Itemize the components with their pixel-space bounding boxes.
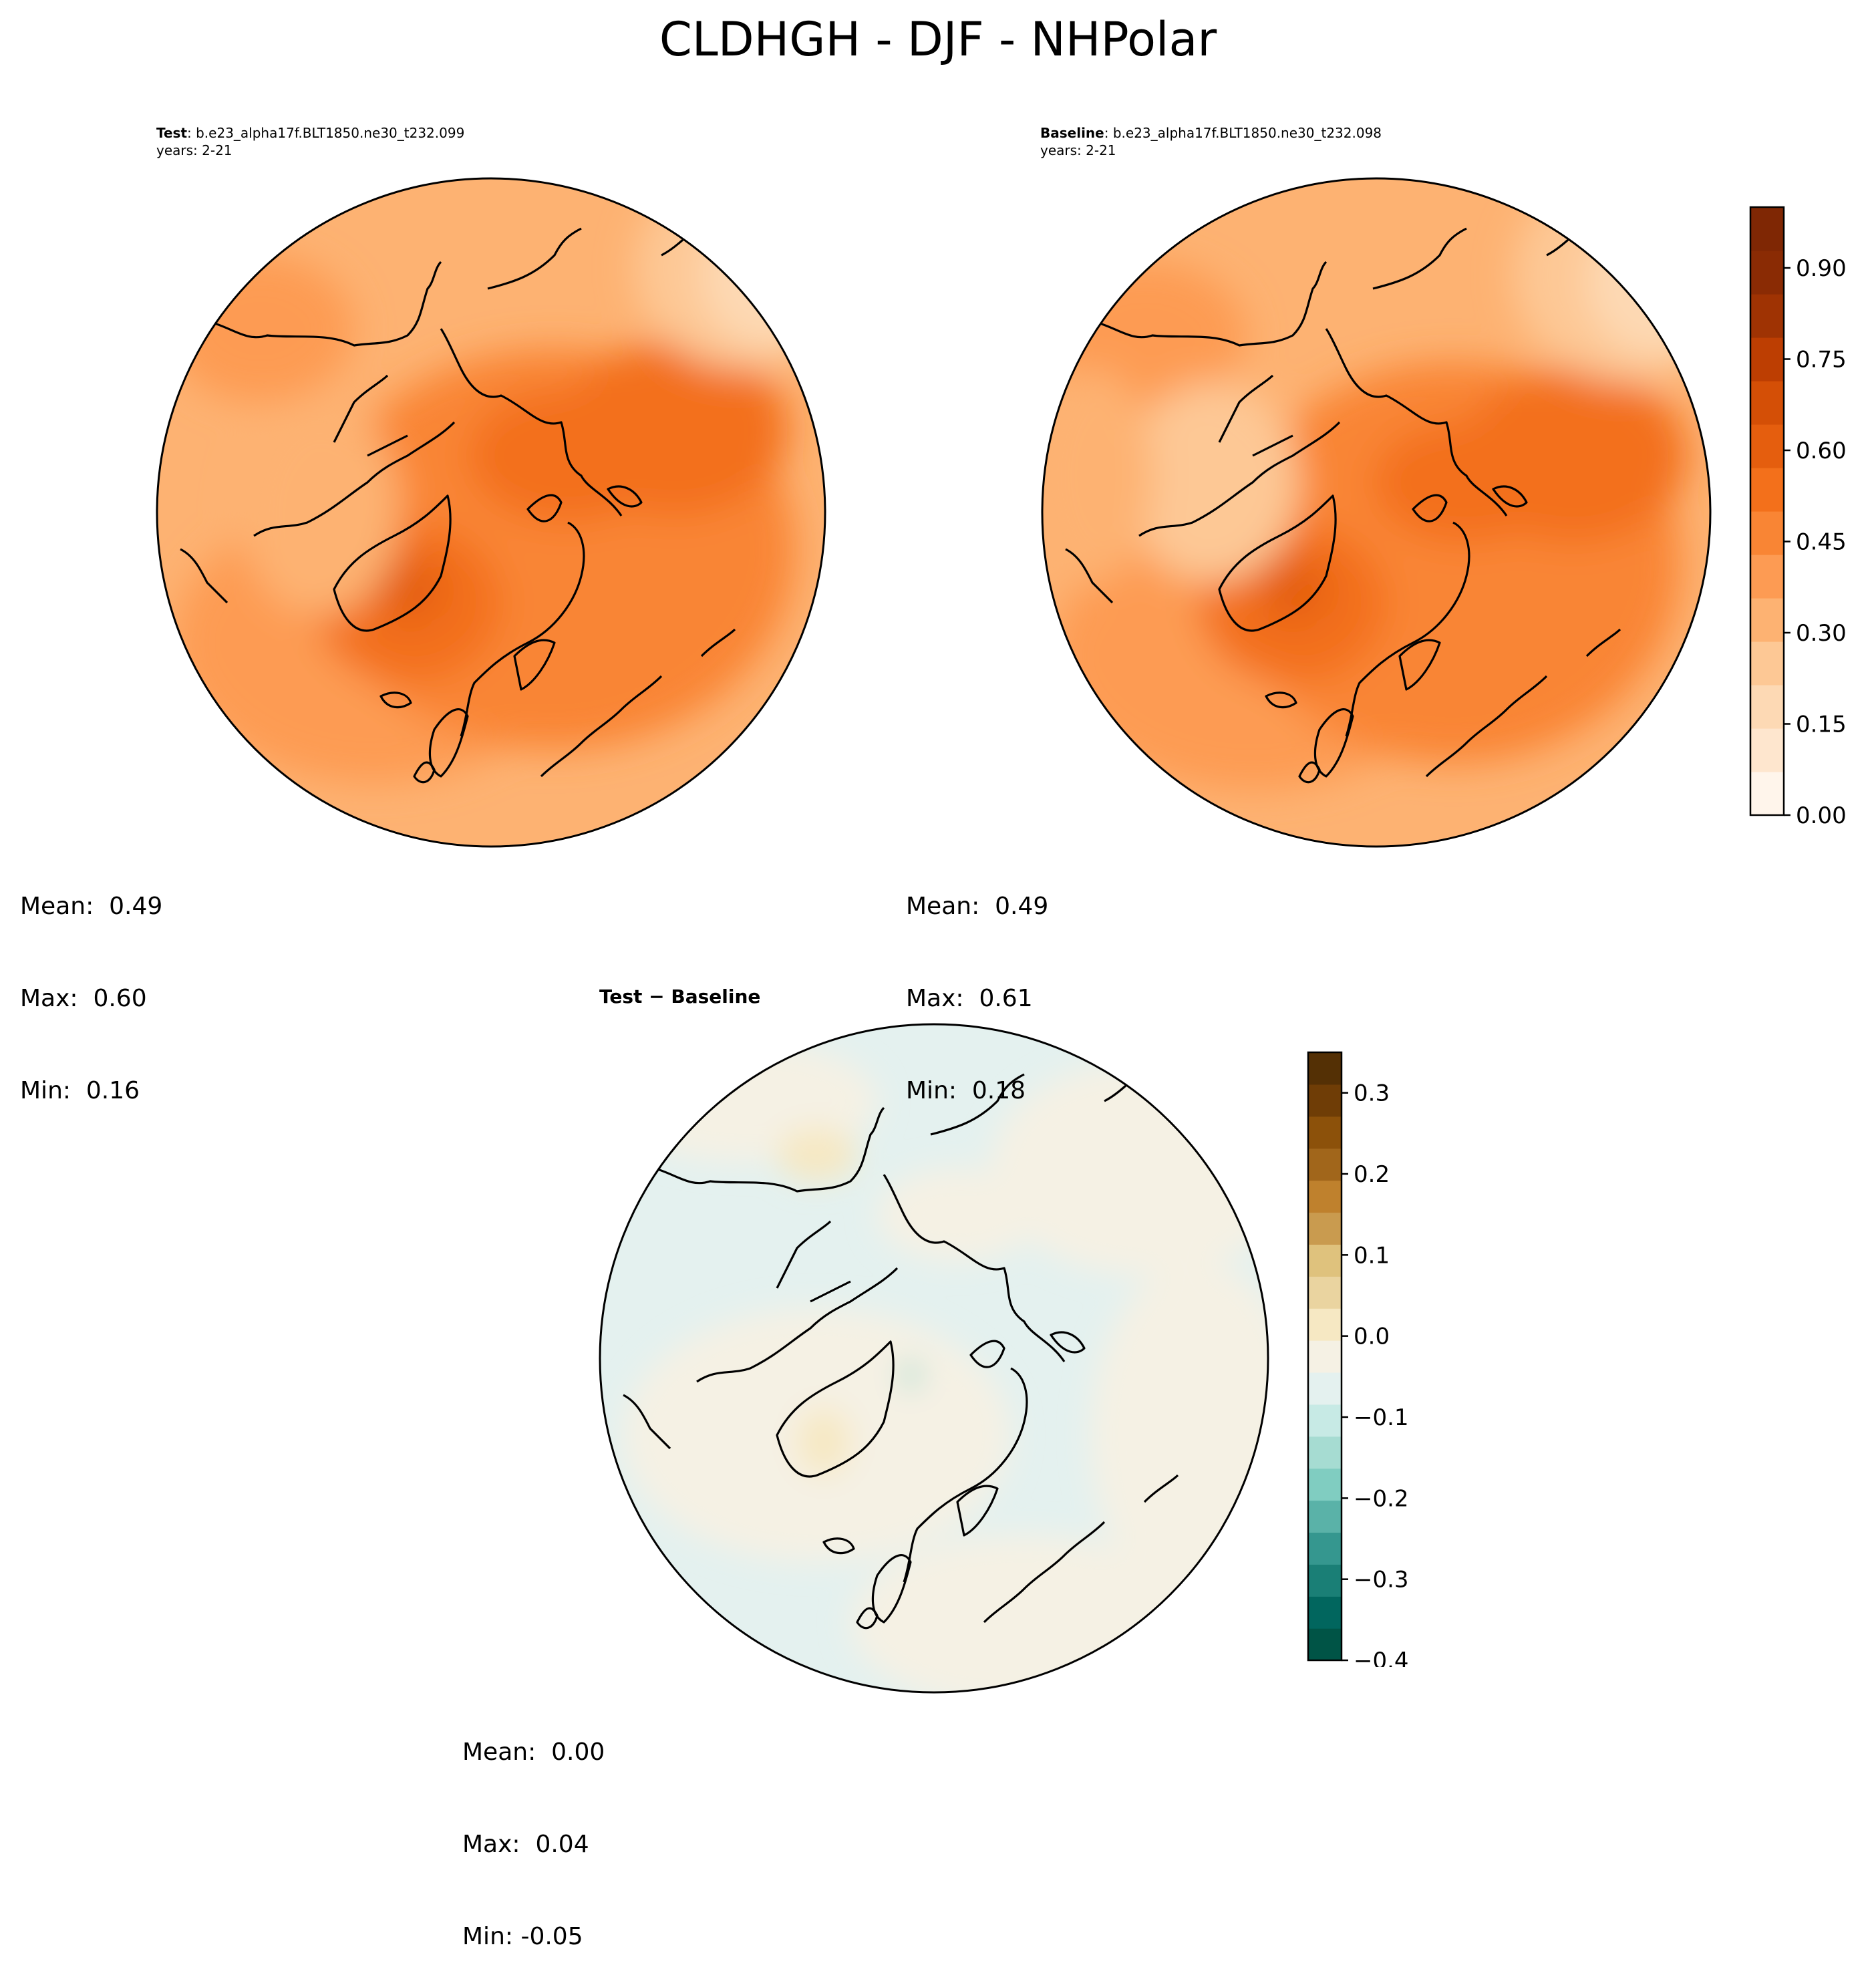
baseline-mean: Mean: 0.49 bbox=[906, 893, 1049, 920]
colorbar-tick-label: 0.00 bbox=[1796, 802, 1847, 828]
colorbar-segment bbox=[1308, 1212, 1342, 1245]
colorbar-tick-label: 0.45 bbox=[1796, 529, 1847, 556]
test-field-region bbox=[371, 556, 444, 623]
colorbar-segment bbox=[1308, 1532, 1342, 1565]
difference-stats: Mean: 0.00 Max: 0.04 Min: -0.05 bbox=[462, 1676, 605, 1983]
colorbar-segment bbox=[1750, 598, 1784, 642]
colorbar-segment bbox=[1750, 641, 1784, 685]
baseline-min: Min: 0.18 bbox=[906, 1077, 1026, 1104]
test-max: Max: 0.60 bbox=[20, 985, 147, 1012]
colorbar-segment bbox=[1308, 1180, 1342, 1213]
colorbar-segment bbox=[1750, 207, 1784, 251]
baseline-label: Baseline bbox=[1040, 125, 1104, 141]
main-colorbar-segments bbox=[1750, 207, 1784, 816]
colorbar-tick-label: 0.0 bbox=[1354, 1324, 1390, 1350]
difference-field-region bbox=[777, 1128, 857, 1181]
baseline-field-region bbox=[1042, 369, 1152, 583]
colorbar-segment bbox=[1308, 1052, 1342, 1085]
difference-mean: Mean: 0.00 bbox=[462, 1738, 605, 1766]
colorbar-segment bbox=[1750, 511, 1784, 555]
colorbar-segment bbox=[1750, 555, 1784, 599]
colorbar-tick-label: −0.1 bbox=[1354, 1404, 1409, 1431]
test-panel-subtitle: Test: b.e23_alpha17f.BLT1850.ne30_t232.0… bbox=[156, 124, 464, 159]
test-label: Test bbox=[156, 125, 188, 141]
main-colorbar: 0.00 0.15 0.30 0.45 0.60 0.75 0.90 bbox=[1749, 206, 1847, 828]
difference-field-region bbox=[877, 1168, 1038, 1261]
test-map-boundary bbox=[156, 177, 826, 848]
figure-title: CLDHGH - DJF - NHPolar bbox=[659, 12, 1217, 67]
colorbar-segment bbox=[1750, 468, 1784, 512]
colorbar-tick-label: 0.75 bbox=[1796, 347, 1847, 373]
difference-max: Max: 0.04 bbox=[462, 1831, 589, 1858]
difference-map-boundary bbox=[599, 1023, 1269, 1694]
test-mean: Mean: 0.49 bbox=[20, 893, 163, 920]
colorbar-segment bbox=[1308, 1340, 1342, 1373]
colorbar-segment bbox=[1750, 685, 1784, 729]
colorbar-tick-label: 0.15 bbox=[1796, 712, 1847, 738]
colorbar-tick-label: −0.2 bbox=[1354, 1485, 1409, 1512]
baseline-map bbox=[1041, 177, 1712, 848]
colorbar-tick-label: −0.4 bbox=[1354, 1648, 1409, 1667]
colorbar-segment bbox=[1308, 1564, 1342, 1597]
main-colorbar-ticks: 0.00 0.15 0.30 0.45 0.60 0.75 0.90 bbox=[1784, 255, 1847, 828]
colorbar-segment bbox=[1750, 772, 1784, 816]
difference-field-region bbox=[901, 1362, 921, 1388]
colorbar-segment bbox=[1308, 1084, 1342, 1117]
baseline-field-region bbox=[1126, 382, 1299, 583]
colorbar-segment bbox=[1308, 1372, 1342, 1405]
colorbar-tick-label: 0.2 bbox=[1354, 1161, 1390, 1188]
difference-min: Min: -0.05 bbox=[462, 1923, 583, 1950]
difference-colorbar-segments bbox=[1308, 1052, 1342, 1661]
colorbar-tick-label: 0.90 bbox=[1796, 255, 1847, 282]
difference-field-region bbox=[797, 1408, 850, 1475]
colorbar-segment bbox=[1308, 1148, 1342, 1181]
colorbar-segment bbox=[1750, 381, 1784, 425]
colorbar-segment bbox=[1308, 1628, 1342, 1661]
test-field-region bbox=[167, 255, 354, 402]
baseline-map-boundary bbox=[1041, 177, 1712, 848]
colorbar-segment bbox=[1750, 337, 1784, 382]
test-coastlines bbox=[180, 220, 742, 784]
test-min: Min: 0.16 bbox=[20, 1077, 140, 1104]
colorbar-segment bbox=[1308, 1244, 1342, 1277]
colorbar-segment bbox=[1308, 1596, 1342, 1629]
test-field-region bbox=[241, 402, 401, 616]
colorbar-tick-label: 0.60 bbox=[1796, 438, 1847, 464]
baseline-field-region bbox=[1373, 422, 1560, 543]
test-map bbox=[156, 177, 826, 848]
main-colorbar-frame bbox=[1749, 206, 1785, 816]
colorbar-segment bbox=[1750, 728, 1784, 772]
colorbar-tick-label: 0.3 bbox=[1354, 1080, 1390, 1107]
difference-colorbar-ticks: 0.3 0.2 0.1 0.0 −0.1 −0.2 −0.3 −0.4 bbox=[1342, 1080, 1409, 1667]
colorbar-segment bbox=[1308, 1500, 1342, 1533]
colorbar-tick-label: 0.30 bbox=[1796, 620, 1847, 647]
test-years: years: 2-21 bbox=[156, 142, 232, 158]
colorbar-segment bbox=[1750, 251, 1784, 295]
baseline-stats: Mean: 0.49 Max: 0.61 Min: 0.18 bbox=[906, 830, 1048, 1137]
colorbar-segment bbox=[1308, 1436, 1342, 1469]
baseline-case-name: : b.e23_alpha17f.BLT1850.ne30_t232.098 bbox=[1104, 125, 1382, 141]
baseline-panel-subtitle: Baseline: b.e23_alpha17f.BLT1850.ne30_t2… bbox=[1040, 124, 1382, 159]
difference-colorbar-frame bbox=[1307, 1051, 1343, 1662]
colorbar-segment bbox=[1308, 1116, 1342, 1149]
colorbar-segment bbox=[1750, 294, 1784, 338]
colorbar-segment bbox=[1308, 1308, 1342, 1341]
colorbar-segment bbox=[1750, 424, 1784, 468]
colorbar-segment bbox=[1308, 1468, 1342, 1501]
baseline-max: Max: 0.61 bbox=[906, 985, 1033, 1012]
colorbar-segment bbox=[1308, 1404, 1342, 1437]
colorbar-tick-label: −0.3 bbox=[1354, 1567, 1409, 1593]
test-stats: Mean: 0.49 Max: 0.60 Min: 0.16 bbox=[20, 830, 162, 1137]
colorbar-segment bbox=[1308, 1276, 1342, 1309]
difference-coastlines bbox=[623, 1066, 1185, 1630]
baseline-field-region bbox=[1256, 556, 1330, 623]
difference-panel-title: Test − Baseline bbox=[599, 985, 761, 1008]
test-case-name: : b.e23_alpha17f.BLT1850.ne30_t232.099 bbox=[187, 125, 465, 141]
difference-map bbox=[599, 1023, 1269, 1694]
colorbar-tick-label: 0.1 bbox=[1354, 1242, 1390, 1269]
baseline-years: years: 2-21 bbox=[1040, 142, 1116, 158]
difference-colorbar: 0.3 0.2 0.1 0.0 −0.1 −0.2 −0.3 −0.4 bbox=[1307, 1051, 1409, 1667]
